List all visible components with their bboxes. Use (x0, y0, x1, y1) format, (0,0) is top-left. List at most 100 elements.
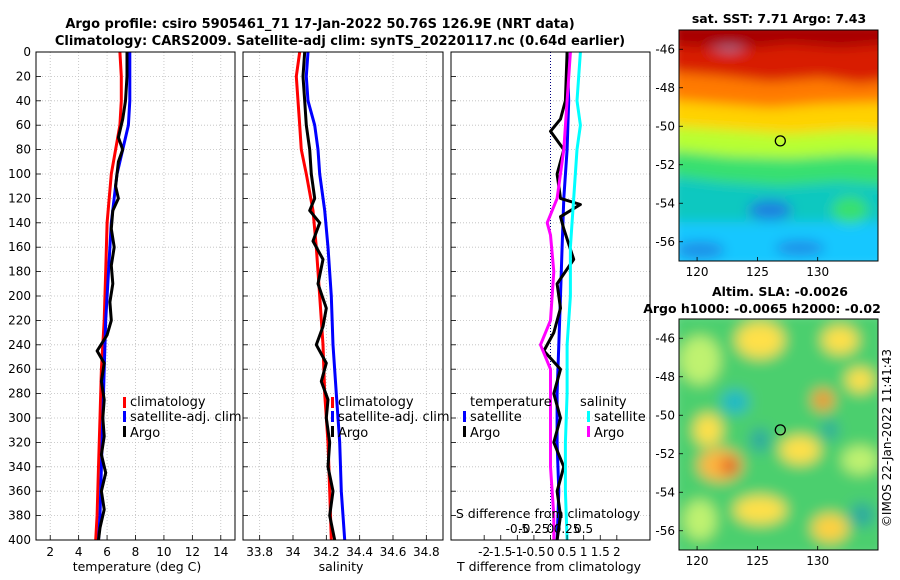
legend-label-argo: Argo (130, 426, 160, 441)
y-tick-label: 100 (8, 167, 31, 181)
legend-label-climatology: climatology (338, 395, 414, 410)
y-tick-label: 380 (8, 509, 31, 523)
sla-map-title-2: Argo h1000: -0.0065 h2000: -0.02 (643, 301, 881, 316)
series-line-s-satellite (563, 51, 582, 541)
x-tick-label: 125 (746, 554, 769, 568)
x-tick-label: -2 (478, 545, 490, 559)
legend-label-climatology: climatology (130, 395, 206, 410)
difference-top-xlabel: S difference from climatology (456, 506, 641, 521)
legend-swatch-argo (331, 426, 334, 437)
x-tick-label: 120 (686, 265, 709, 279)
legend-label-s-argo: Argo (594, 426, 624, 441)
salinity-xlabel: salinity (319, 559, 364, 574)
x-tick-label: 125 (746, 265, 769, 279)
y-tick-label: -48 (655, 370, 675, 384)
argo-location-marker (774, 135, 786, 147)
x-tick-label: 120 (686, 554, 709, 568)
y-tick-label: 240 (8, 338, 31, 352)
legend-label-argo: Argo (338, 426, 368, 441)
series-line-t-satellite (555, 51, 571, 541)
difference-xlabel: T difference from climatology (456, 559, 642, 574)
y-tick-label: 400 (8, 533, 31, 547)
x-tick-label: 4 (75, 545, 83, 559)
sst-map-image (679, 30, 878, 261)
legend-swatch-s-argo (587, 426, 590, 437)
y-tick-label: -54 (655, 196, 675, 210)
y-tick-label: -46 (655, 331, 675, 345)
y-tick-label: 120 (8, 191, 31, 205)
y-tick-label: 180 (8, 265, 31, 279)
y-tick-label: 40 (16, 94, 31, 108)
series-line-argo (301, 51, 337, 541)
legend-label-t-argo: Argo (470, 426, 500, 441)
series-line-s-argo (539, 51, 572, 540)
x-tick-label: 1 (580, 545, 588, 559)
x-tick-label: 34.6 (380, 545, 407, 559)
salinity-panel: 33.8 34 34.2 34.4 34.6 34.8 (242, 51, 444, 559)
series-line-argo (95, 52, 129, 541)
y-tick-label: -50 (655, 408, 675, 422)
top-tick-label: -0.5 (506, 522, 529, 536)
x-tick-label: 0.5 (558, 545, 577, 559)
x-tick-label: 2 (613, 545, 621, 559)
sla-map-title-1: Altim. SLA: -0.0026 (712, 284, 848, 299)
title-line-2: Climatology: CARS2009. Satellite-adj cli… (55, 34, 625, 49)
legend-swatch-climatology (123, 397, 126, 408)
x-tick-label: 12 (185, 545, 200, 559)
legend-swatch-argo (123, 426, 126, 437)
y-tick-label: -56 (655, 235, 675, 249)
top-tick-label: -0.25 (518, 522, 549, 536)
x-tick-label: 130 (806, 265, 829, 279)
y-tick-label: 60 (16, 118, 31, 132)
x-tick-label: 14 (213, 545, 228, 559)
y-tick-label: 280 (8, 387, 31, 401)
top-tick-label: 0.5 (574, 522, 593, 536)
y-tick-label: -52 (655, 158, 675, 172)
x-tick-label: 8 (132, 545, 140, 559)
y-tick-label: -46 (655, 42, 675, 56)
series-line-satellite-adj-clim (304, 51, 347, 541)
legend-swatch-satellite (123, 411, 126, 422)
series-line-t-argo (542, 51, 582, 541)
y-tick-label: 220 (8, 313, 31, 327)
map-frame (678, 318, 879, 551)
x-tick-label: 34.4 (346, 545, 373, 559)
y-tick-label: -54 (655, 485, 675, 499)
legend-swatch-climatology (331, 397, 334, 408)
y-tick-label: 260 (8, 362, 31, 376)
y-tick-label: 20 (16, 69, 31, 83)
sst-map-title: sat. SST: 7.71 Argo: 7.43 (692, 11, 866, 26)
legend-label-t-satellite: satellite (470, 410, 522, 425)
difference-legend: temperature salinity satellite Argo sate… (463, 395, 646, 441)
x-tick-label: 1.5 (591, 545, 610, 559)
salinity-legend: climatology satellite-adj. clim Argo (331, 395, 450, 441)
credit-text: ©IMOS 22-Jan-2022 11:41:43 (880, 349, 894, 527)
x-tick-label: 2 (46, 545, 54, 559)
y-tick-label: 320 (8, 435, 31, 449)
x-tick-label: 34.8 (413, 545, 440, 559)
x-tick-label: 130 (806, 554, 829, 568)
y-tick-label: 300 (8, 411, 31, 425)
x-tick-label: -1 (511, 545, 523, 559)
legend-swatch-s-satellite (587, 411, 590, 422)
y-tick-label: 0 (23, 45, 31, 59)
legend-group-temperature: temperature (470, 395, 552, 410)
y-tick-label: -56 (655, 524, 675, 538)
x-tick-label: 34 (285, 545, 300, 559)
temperature-panel: 2 4 6 8 10 12 14020406080100120140160180200220… (8, 45, 236, 559)
temperature-legend: climatology satellite-adj. clim Argo (123, 395, 242, 441)
y-tick-label: -48 (655, 81, 675, 95)
top-tick-label: 0 (547, 522, 555, 536)
legend-group-salinity: salinity (580, 395, 627, 410)
x-tick-label: 6 (103, 545, 111, 559)
y-tick-label: 80 (16, 143, 31, 157)
x-tick-label: 0 (547, 545, 555, 559)
series-line-climatology (94, 51, 123, 541)
sla-map-axes: 120 125 130 -46 -48 -50 -52 -54 -56 (655, 318, 879, 568)
map-frame (678, 29, 879, 262)
legend-swatch-satellite (331, 411, 334, 422)
top-tick-label: 0.25 (554, 522, 581, 536)
x-tick-label: -1.5 (489, 545, 512, 559)
x-tick-label: 10 (156, 545, 171, 559)
